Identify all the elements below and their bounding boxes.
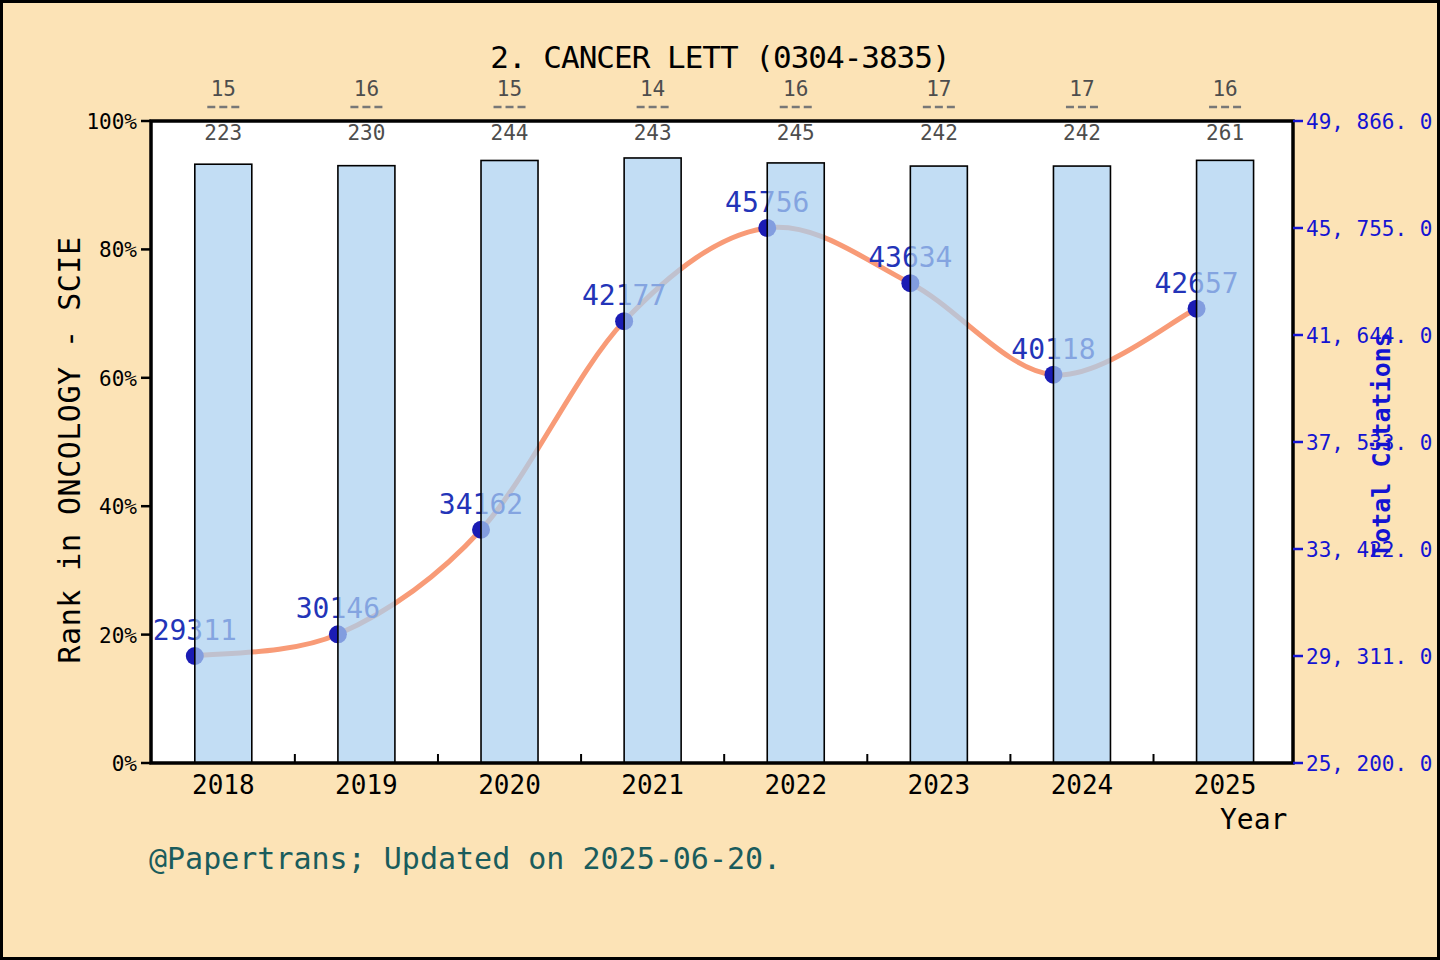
fraction-denominator: 223 [204, 121, 242, 145]
bar-2024 [1053, 166, 1110, 763]
year-tick-label: 2019 [335, 770, 398, 800]
fraction-numerator: 16 [783, 77, 808, 101]
fraction-numerator: 16 [354, 77, 379, 101]
fraction-denominator: 242 [1063, 121, 1101, 145]
right-axis-label: Total Citations [1367, 332, 1396, 558]
bar-2020 [481, 160, 538, 763]
percent-tick-label: 0% [112, 752, 138, 776]
year-tick-label: 2025 [1194, 770, 1257, 800]
left-axis-label: Rank in ONCOLOGY - SCIE [52, 237, 87, 664]
bar-2021 [624, 158, 681, 763]
fraction-denominator: 242 [920, 121, 958, 145]
fraction-denominator: 230 [347, 121, 385, 145]
bar-2019 [338, 166, 395, 763]
fraction-numerator: 17 [1069, 77, 1094, 101]
plot-area [151, 121, 1293, 763]
fraction-denominator: 243 [634, 121, 672, 145]
year-tick-label: 2022 [764, 770, 827, 800]
citation-tick-label: 49, 866. 0 [1306, 110, 1432, 134]
percent-tick-label: 20% [99, 624, 137, 648]
fraction-denominator: 245 [777, 121, 815, 145]
bar-2023 [910, 166, 967, 763]
percent-tick-label: 100% [86, 110, 137, 134]
year-tick-label: 2024 [1051, 770, 1114, 800]
fraction-denominator: 244 [491, 121, 529, 145]
citation-tick-label: 29, 311. 0 [1306, 645, 1432, 669]
percent-tick-label: 80% [99, 238, 137, 262]
fraction-numerator: 15 [497, 77, 522, 101]
footer-credit: @Papertrans; Updated on 2025-06-20. [149, 841, 781, 876]
bar-2018 [195, 164, 252, 763]
bar-2022 [767, 163, 824, 763]
percent-tick-label: 60% [99, 367, 137, 391]
fraction-denominator: 261 [1206, 121, 1244, 145]
percent-tick-label: 40% [99, 495, 137, 519]
fraction-numerator: 17 [926, 77, 951, 101]
chart-window: 2. CANCER LETT (0304-3835) 2931130146341… [0, 0, 1440, 960]
year-tick-label: 2020 [478, 770, 541, 800]
year-tick-label: 2018 [192, 770, 255, 800]
bar-2025 [1197, 160, 1254, 763]
fraction-numerator: 14 [640, 77, 665, 101]
year-tick-label: 2023 [908, 770, 971, 800]
year-tick-label: 2021 [621, 770, 684, 800]
x-axis-label: Year [1220, 803, 1287, 836]
citation-tick-label: 45, 755. 0 [1306, 217, 1432, 241]
citation-tick-label: 25, 200. 0 [1306, 752, 1432, 776]
fraction-numerator: 15 [211, 77, 236, 101]
fraction-numerator: 16 [1212, 77, 1237, 101]
